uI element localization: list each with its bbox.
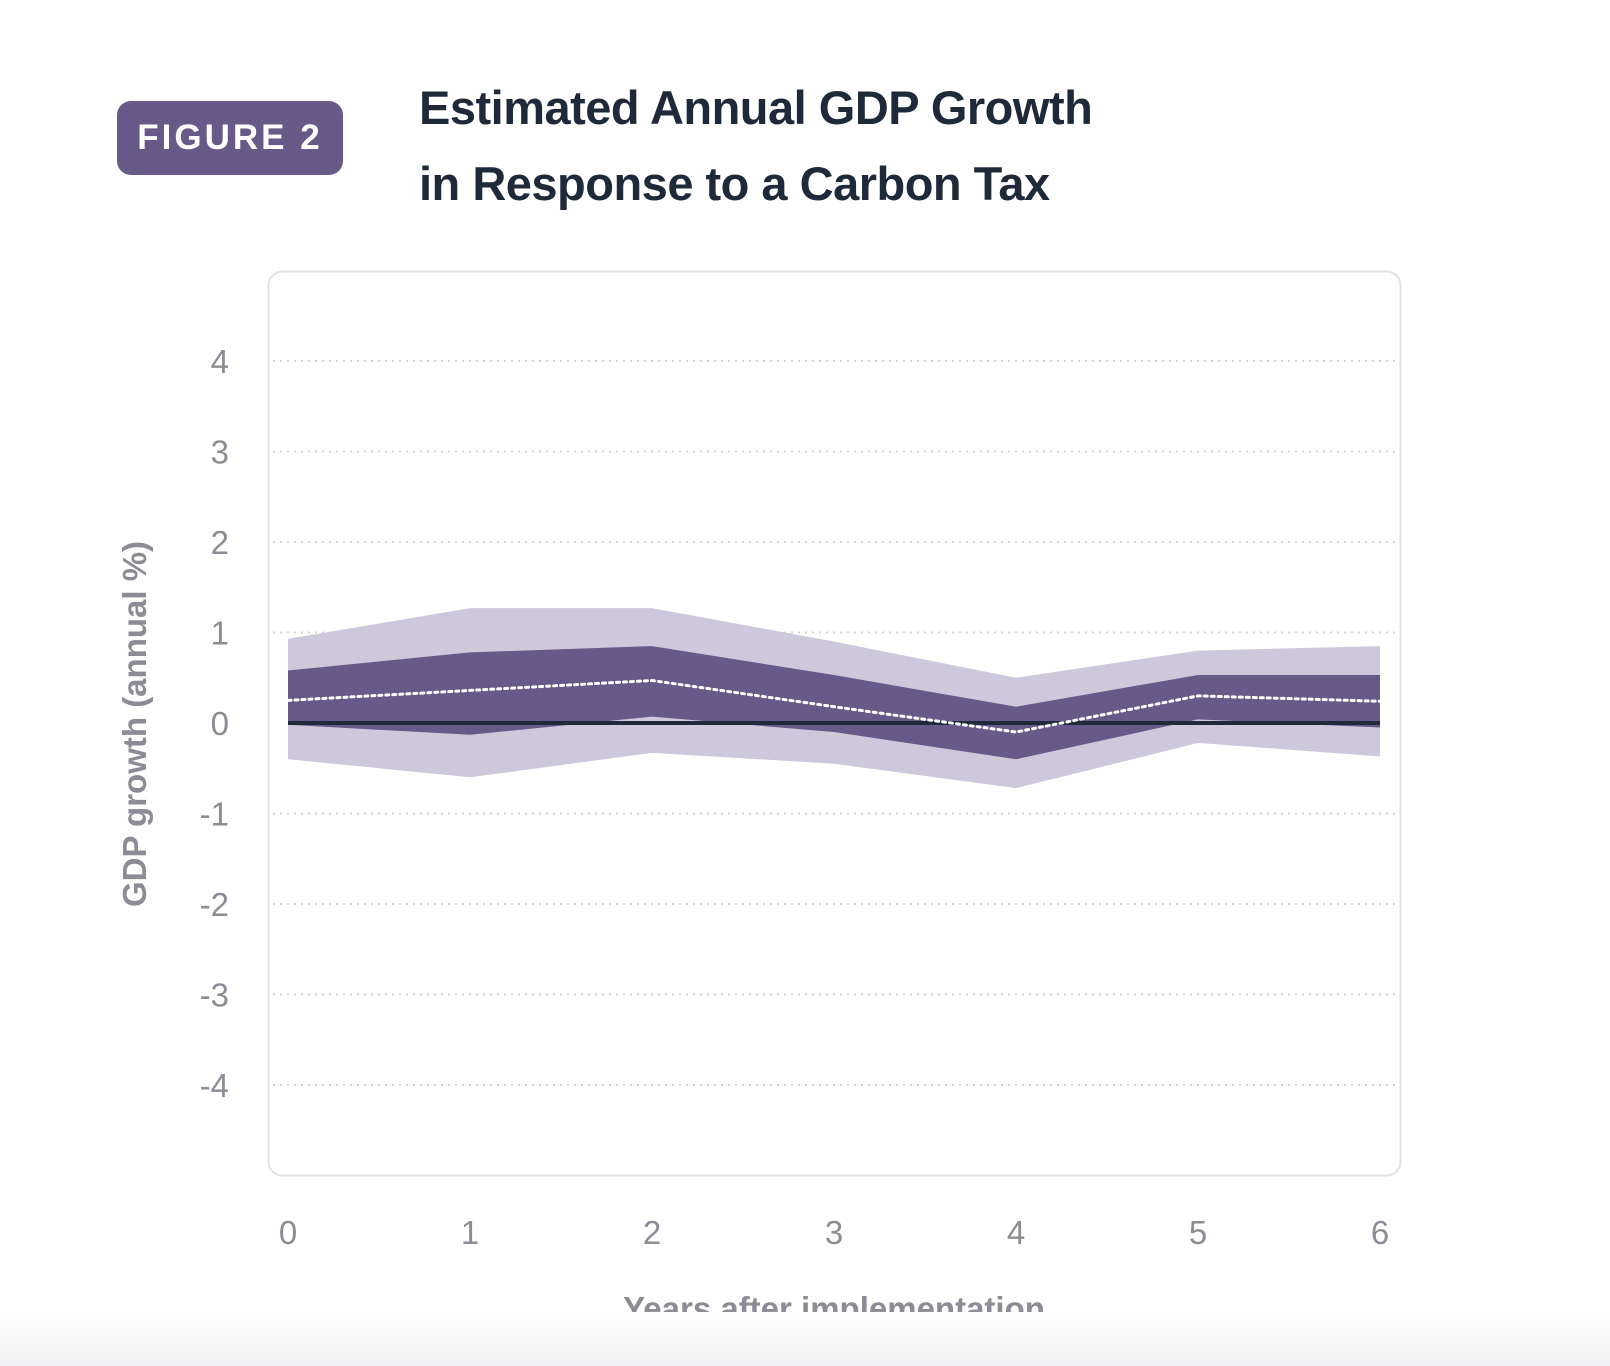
y-tick-label: 3 xyxy=(211,434,229,471)
x-tick-label: 5 xyxy=(1189,1214,1207,1251)
chart-title: Estimated Annual GDP Growth in Response … xyxy=(419,70,1179,222)
central-estimate-line xyxy=(286,678,1382,734)
y-tick-label: -1 xyxy=(200,796,229,833)
x-tick-label: 1 xyxy=(461,1214,479,1251)
x-tick-label: 3 xyxy=(825,1214,843,1251)
y-tick-labels: 4 3 2 1 0 -1 -2 -3 -4 xyxy=(200,343,229,1104)
chart-title-line-1: Estimated Annual GDP Growth xyxy=(419,81,1093,134)
confidence-bands xyxy=(288,608,1380,789)
y-tick-label: 1 xyxy=(211,615,229,652)
y-tick-label: -2 xyxy=(200,886,229,923)
y-tick-label: 2 xyxy=(211,524,229,561)
x-tick-label: 0 xyxy=(279,1214,297,1251)
x-tick-label: 2 xyxy=(643,1214,661,1251)
inner-confidence-band xyxy=(288,646,1380,760)
x-tick-labels: 0 1 2 3 4 5 6 xyxy=(279,1214,1389,1251)
y-tick-label: -4 xyxy=(200,1067,229,1104)
x-tick-label: 4 xyxy=(1007,1214,1025,1251)
y-tick-label: 4 xyxy=(211,343,229,380)
data-lines xyxy=(286,678,1382,734)
x-tick-label: 6 xyxy=(1371,1214,1389,1251)
y-tick-label: 0 xyxy=(211,705,229,742)
figure-badge-label: FIGURE 2 xyxy=(137,118,323,157)
y-tick-label: -3 xyxy=(200,977,229,1014)
y-axis-title: GDP growth (annual %) xyxy=(116,541,153,907)
figure-badge: FIGURE 2 xyxy=(117,101,343,175)
chart-title-line-2: in Response to a Carbon Tax xyxy=(419,157,1050,210)
grid-lines xyxy=(273,360,1395,1086)
bottom-fade xyxy=(0,1312,1610,1366)
